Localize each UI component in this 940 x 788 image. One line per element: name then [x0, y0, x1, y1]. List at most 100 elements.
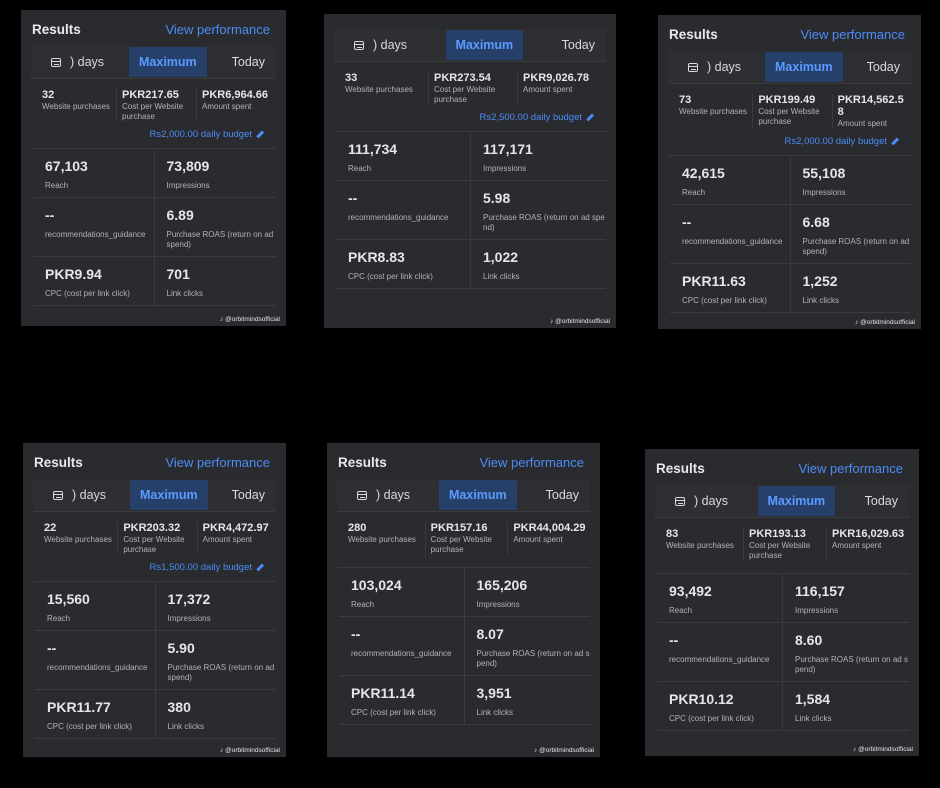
view-performance-link[interactable]: View performance — [800, 27, 905, 42]
summary-value: 32 — [42, 89, 55, 101]
tab-today[interactable]: Today — [864, 494, 898, 508]
summary-cost-per-purchase: PKR199.49 Cost per Website purchase — [752, 94, 831, 129]
watermark: ♪ @orbitmindsofficial — [855, 319, 915, 326]
tab-today[interactable]: Today — [866, 60, 900, 74]
calendar-icon — [688, 62, 698, 72]
metric-value: 116,157 — [795, 583, 845, 599]
summary-label: Amount spent — [202, 102, 252, 111]
metric-value: 380 — [167, 699, 191, 715]
view-performance-link[interactable]: View performance — [165, 22, 270, 37]
summary-amount-spent: PKR6,964.66 Amount spent — [196, 89, 276, 122]
metric-reach: 15,560 Reach — [35, 582, 156, 631]
metric-label: Link clicks — [166, 289, 203, 298]
daily-budget[interactable]: Rs1,500.00 daily budget — [23, 555, 286, 573]
pencil-icon[interactable] — [891, 137, 899, 146]
metric-recommendations: -- recommendations_guidance — [339, 617, 465, 676]
metric-recommendations: -- recommendations_guidance — [35, 631, 156, 690]
metric-link-clicks: 701 Link clicks — [154, 257, 276, 306]
tab-days[interactable]: ) days — [688, 60, 741, 74]
daily-budget-label: Rs2,000.00 daily budget — [149, 129, 252, 140]
view-performance-link[interactable]: View performance — [479, 455, 584, 470]
date-range-tabs: ) days Maximum Today — [668, 51, 911, 84]
metrics-grid: 103,024 Reach 165,206 Impressions -- rec… — [327, 568, 600, 725]
metric-label: Reach — [348, 164, 372, 173]
pencil-icon[interactable] — [256, 130, 264, 139]
metric-value: -- — [351, 626, 361, 642]
divider — [334, 131, 606, 132]
pencil-icon[interactable] — [586, 113, 594, 122]
summary-value: PKR217.65 — [122, 89, 179, 101]
metric-label: Purchase ROAS (return on ad spend) — [166, 230, 274, 249]
metric-link-clicks: 1,584 Link clicks — [783, 682, 909, 731]
watermark: ♪ @orbitmindsofficial — [220, 316, 280, 323]
summary-cost-per-purchase: PKR157.16 Cost per Website purchase — [424, 522, 508, 555]
summary-value: PKR273.54 — [434, 72, 491, 84]
metric-label: Impressions — [795, 606, 839, 615]
summary-value: PKR6,964.66 — [202, 89, 269, 101]
tab-maximum[interactable]: Maximum — [130, 480, 208, 510]
metric-purchase-roas: 5.90 Purchase ROAS (return on ad spend) — [155, 631, 276, 690]
metric-value: 1,252 — [802, 273, 838, 289]
metric-label: Reach — [47, 614, 71, 623]
tab-maximum[interactable]: Maximum — [765, 52, 843, 82]
metric-value: PKR11.77 — [47, 699, 111, 715]
metric-value: -- — [682, 214, 692, 230]
pencil-icon[interactable] — [256, 563, 264, 572]
summary-row: 22 Website purchases PKR203.32 Cost per … — [23, 512, 286, 555]
daily-budget[interactable]: Rs2,500.00 daily budget — [324, 105, 616, 123]
metric-label: CPC (cost per link click) — [348, 272, 433, 281]
summary-label: Website purchases — [348, 535, 416, 544]
metric-value: 93,492 — [669, 583, 712, 599]
daily-budget[interactable]: Rs2,000.00 daily budget — [658, 129, 921, 147]
tiktok-icon: ♪ — [534, 747, 538, 754]
metric-label: Impressions — [476, 600, 520, 609]
metric-value: 8.07 — [476, 626, 504, 642]
card-header: Results View performance — [658, 15, 921, 42]
tab-today[interactable]: Today — [561, 38, 595, 52]
metric-impressions: 117,171 Impressions — [471, 132, 606, 181]
summary-value: PKR193.13 — [749, 528, 806, 540]
tab-days[interactable]: ) days — [357, 488, 410, 502]
metrics-grid: 15,560 Reach 17,372 Impressions -- recom… — [23, 582, 286, 739]
metric-value: PKR11.63 — [682, 273, 746, 289]
results-card: ) days Maximum Today 33 Website purchase… — [324, 14, 616, 328]
metric-impressions: 55,108 Impressions — [790, 156, 911, 205]
metric-label: Purchase ROAS (return on ad spend) — [476, 649, 590, 668]
metric-reach: 103,024 Reach — [339, 568, 465, 617]
tab-days[interactable]: ) days — [51, 55, 104, 69]
metric-recommendations: -- recommendations_guidance — [33, 198, 155, 257]
summary-value: 22 — [44, 522, 57, 534]
tab-days-label: ) days — [707, 60, 742, 74]
tab-days[interactable]: ) days — [53, 488, 106, 502]
summary-value: PKR4,472.97 — [202, 522, 269, 534]
tab-days[interactable]: ) days — [675, 494, 728, 508]
metric-value: 111,734 — [348, 141, 398, 157]
daily-budget[interactable]: Rs2,000.00 daily budget — [21, 122, 286, 140]
summary-label: Cost per Website purchase — [123, 535, 185, 554]
results-title: Results — [338, 455, 387, 470]
metric-label: Link clicks — [802, 296, 839, 305]
tab-days-label: ) days — [72, 488, 107, 502]
summary-label: Cost per Website purchase — [749, 541, 811, 560]
metric-label: Purchase ROAS (return on ad spend) — [483, 213, 605, 232]
tab-maximum[interactable]: Maximum — [445, 30, 524, 60]
metric-link-clicks: 1,022 Link clicks — [471, 240, 606, 289]
metric-label: Reach — [682, 188, 706, 197]
tab-maximum[interactable]: Maximum — [129, 47, 207, 77]
metric-label: CPC (cost per link click) — [47, 722, 132, 731]
card-header: Results View performance — [327, 443, 600, 470]
tab-today[interactable]: Today — [545, 488, 579, 502]
view-performance-link[interactable]: View performance — [798, 461, 903, 476]
metric-label: recommendations_guidance — [351, 649, 452, 658]
tab-today[interactable]: Today — [231, 488, 265, 502]
view-performance-link[interactable]: View performance — [165, 455, 270, 470]
tab-days[interactable]: ) days — [354, 38, 407, 52]
summary-value: PKR9,026.78 — [523, 72, 590, 84]
tab-maximum[interactable]: Maximum — [439, 480, 517, 510]
tab-today[interactable]: Today — [231, 55, 265, 69]
summary-row: 83 Website purchases PKR193.13 Cost per … — [645, 518, 919, 561]
metric-value: -- — [47, 640, 57, 656]
summary-value: PKR199.49 — [758, 94, 816, 106]
tab-maximum[interactable]: Maximum — [757, 486, 836, 516]
summary-cost-per-purchase: PKR217.65 Cost per Website purchase — [116, 89, 196, 122]
